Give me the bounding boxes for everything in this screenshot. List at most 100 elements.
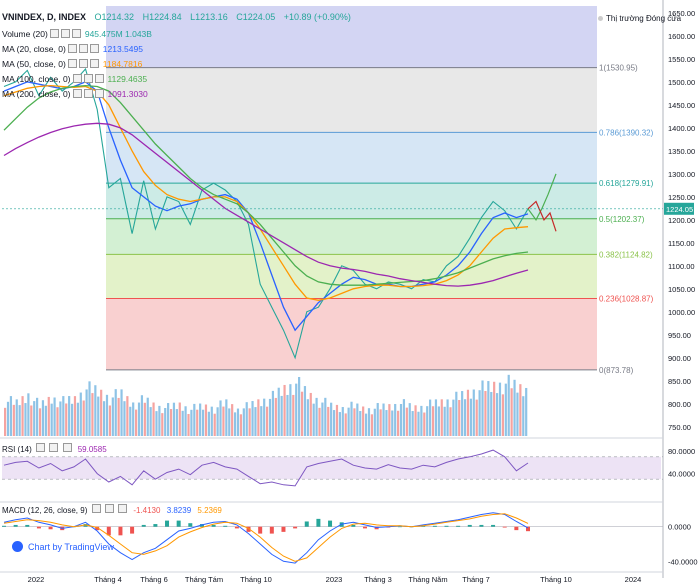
close-icon[interactable] — [118, 504, 128, 513]
time-tick-label: Tháng 7 — [462, 575, 490, 584]
volume-bar — [266, 406, 269, 436]
volume-bar — [222, 406, 225, 436]
close-icon[interactable] — [89, 44, 99, 53]
price-tick-label: 1450.00 — [668, 101, 695, 110]
volume-bar — [76, 402, 79, 436]
volume-bar — [149, 407, 152, 436]
settings-icon[interactable] — [78, 59, 88, 68]
volume-bar — [463, 399, 467, 436]
eye-icon[interactable] — [72, 74, 82, 83]
volume-bar — [475, 399, 478, 436]
tradingview-attribution[interactable]: Chart by TradingView — [12, 541, 114, 552]
rsi-name: RSI (14) — [2, 445, 32, 454]
close-icon[interactable] — [94, 74, 104, 83]
volume-bar — [152, 402, 155, 436]
volume-bar — [27, 393, 30, 436]
macd-histogram-bar — [502, 526, 507, 528]
legend-ma100[interactable]: MA (100, close, 0) 1129.4635 — [2, 72, 152, 87]
legend-value: 1184.7816 — [102, 59, 143, 69]
time-axis[interactable]: 2022 Tháng 4 Tháng 6 Tháng Tám Tháng 10 2023 T… — [0, 571, 663, 584]
volume-bar — [417, 411, 420, 436]
volume-bar — [391, 410, 394, 436]
volume-bar — [429, 399, 432, 436]
volume-bar — [367, 408, 371, 436]
volume-bar — [187, 413, 190, 436]
volume-bar — [70, 403, 74, 436]
volume-bar — [472, 389, 475, 436]
price-tick-label: 900.00 — [668, 354, 691, 363]
legend-volume[interactable]: Volume (20) 945.475M 1.043B — [2, 27, 152, 42]
volume-bar — [108, 405, 111, 436]
settings-icon[interactable] — [104, 504, 114, 513]
settings-icon[interactable] — [83, 89, 93, 98]
volume-bar — [449, 407, 452, 436]
legend-ma200[interactable]: MA (200, close, 0) 1091.3030 — [2, 87, 152, 102]
volume-bar — [164, 408, 167, 436]
rsi-legend[interactable]: RSI (14) 59.0585 — [2, 443, 107, 454]
eye-icon[interactable] — [67, 44, 77, 53]
volume-bar — [423, 412, 426, 436]
volume-bar — [487, 381, 490, 436]
volume-bar — [248, 408, 251, 436]
ohlc-close: C1224.05 — [236, 12, 276, 22]
volume-bar — [402, 399, 406, 436]
volume-bar — [41, 400, 45, 436]
eye-icon[interactable] — [49, 29, 59, 38]
macd-histogram-bar — [281, 526, 286, 532]
macd-value: 3.8239 — [166, 506, 192, 515]
macd-histogram-bar — [316, 518, 321, 527]
fib-zone — [106, 218, 597, 255]
close-icon[interactable] — [62, 443, 72, 452]
eye-icon[interactable] — [91, 504, 101, 513]
legend-ma50[interactable]: MA (50, close, 0) 1184.7816 — [2, 57, 152, 72]
volume-bar — [469, 398, 472, 436]
macd-histogram-bar — [48, 526, 53, 530]
volume-bar — [484, 391, 487, 436]
eye-icon[interactable] — [72, 89, 82, 98]
symbol-title[interactable]: VNINDEX, D, INDEX — [2, 12, 87, 22]
volume-bar — [169, 409, 173, 436]
volume-bar — [443, 406, 446, 436]
macd-histogram-bar — [397, 526, 402, 528]
eye-icon[interactable] — [36, 443, 46, 452]
settings-icon[interactable] — [49, 443, 59, 452]
price-tick-label: 750.00 — [668, 423, 691, 432]
macd-legend[interactable]: MACD (12, 26, close, 9) -1.4130 3.8239 5… — [2, 504, 222, 515]
volume-bar — [135, 409, 138, 436]
rsi-tick-label: 40.0000 — [668, 470, 695, 479]
volume-bar — [228, 408, 231, 436]
volume-bar — [207, 411, 210, 436]
macd-hist-value: -1.4130 — [133, 506, 161, 515]
volume-bar — [353, 408, 356, 436]
volume-bar — [289, 384, 292, 436]
volume-bar — [434, 399, 438, 436]
legend-ma20[interactable]: MA (20, close, 0) 1213.5495 — [2, 42, 152, 57]
volume-bar — [414, 405, 417, 436]
price-tick-label: 1250.00 — [668, 193, 695, 202]
volume-bar — [239, 414, 242, 436]
volume-bar — [196, 409, 199, 436]
settings-icon[interactable] — [78, 44, 88, 53]
close-icon[interactable] — [94, 89, 104, 98]
bullish-projection-line — [527, 173, 557, 221]
volume-bar — [510, 388, 513, 436]
price-axis[interactable]: 750.00 800.00 850.00 900.00 950.00 1000.00 105… — [2, 0, 695, 578]
settings-icon[interactable] — [83, 74, 93, 83]
time-tick-label: Tháng 10 — [540, 575, 572, 584]
volume-bar — [277, 387, 280, 436]
macd-tick-label: -40.0000 — [668, 557, 698, 566]
volume-bar — [204, 404, 208, 436]
eye-icon[interactable] — [67, 59, 77, 68]
rsi-line — [3, 449, 529, 487]
volume-bar — [382, 403, 385, 436]
last-price-label: 1224.05 — [666, 205, 693, 214]
close-icon[interactable] — [89, 59, 99, 68]
settings-icon[interactable] — [60, 29, 70, 38]
close-icon[interactable] — [71, 29, 81, 38]
volume-bar — [312, 403, 315, 436]
volume-bar — [257, 399, 260, 436]
fib-zone — [106, 298, 597, 370]
volume-bar — [59, 401, 62, 436]
volume-bar — [300, 391, 304, 436]
volume-bar — [126, 396, 129, 436]
